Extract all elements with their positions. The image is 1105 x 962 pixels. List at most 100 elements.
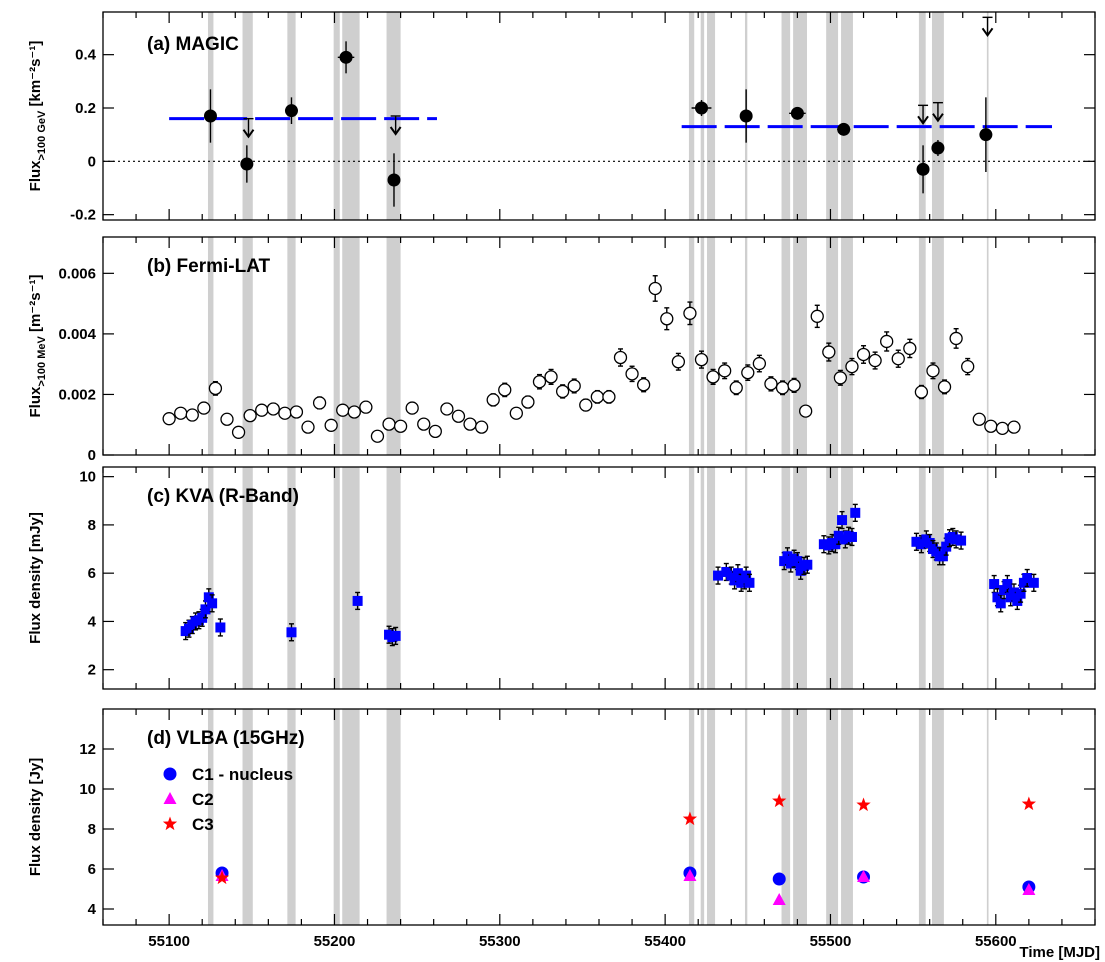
data-point	[833, 530, 844, 541]
data-point	[891, 352, 905, 366]
y-axis-label: Flux density [mJy]	[27, 512, 44, 644]
data-point	[729, 575, 740, 586]
y-tick-label: 8	[88, 517, 96, 534]
x-tick-label: 55300	[479, 933, 521, 950]
data-point	[830, 539, 841, 550]
data-point	[931, 141, 945, 155]
x-tick-label: 55600	[975, 933, 1017, 950]
observation-window-band	[931, 467, 944, 689]
observation-window-band	[931, 709, 944, 925]
data-point	[390, 630, 401, 641]
data-point	[284, 104, 298, 118]
x-axis-title: Time [MJD]	[1019, 944, 1100, 961]
y-tick-label: 0.006	[58, 265, 96, 282]
data-point	[845, 359, 859, 374]
data-point	[937, 380, 952, 394]
observation-window-band	[781, 467, 791, 689]
data-point	[790, 106, 804, 120]
data-point	[792, 556, 803, 567]
observation-window-band	[207, 709, 214, 925]
observation-window-band	[342, 237, 360, 455]
observation-window-band	[386, 467, 401, 689]
observation-window-band	[706, 709, 716, 925]
observation-window-band	[688, 237, 695, 455]
panel-title: (c) KVA (R-Band)	[147, 486, 299, 507]
data-point	[739, 109, 753, 123]
observation-window-band	[781, 709, 791, 925]
data-point	[602, 390, 616, 404]
upper-limit-arrow	[981, 27, 994, 38]
data-point	[498, 383, 512, 397]
data-point	[752, 356, 767, 371]
data-point	[837, 122, 851, 136]
data-point	[1021, 796, 1036, 811]
data-point	[956, 535, 967, 546]
legend-label: C1 - nucleus	[192, 765, 293, 784]
data-point	[729, 381, 743, 395]
x-tick-label: 55200	[314, 933, 356, 950]
data-point	[428, 424, 442, 439]
data-point	[846, 531, 857, 542]
legend-label: C2	[192, 790, 214, 809]
observation-window-band	[744, 709, 748, 925]
data-point	[636, 378, 651, 392]
data-point	[924, 538, 935, 549]
data-point	[382, 417, 396, 431]
data-point	[782, 551, 793, 562]
data-point	[694, 352, 709, 367]
data-point	[352, 595, 363, 606]
observation-window-band	[700, 709, 705, 925]
observation-window-band	[287, 237, 296, 455]
x-tick-label: 55500	[810, 933, 852, 950]
legend-marker	[163, 792, 177, 804]
data-point	[207, 598, 218, 609]
data-point	[1028, 577, 1039, 588]
observation-window-band	[744, 237, 748, 455]
upper-limit-arrow	[932, 113, 944, 123]
data-point	[671, 355, 686, 369]
data-point	[822, 345, 836, 359]
observation-window-band	[841, 709, 853, 925]
y-tick-label: 0.004	[58, 326, 96, 343]
data-point	[718, 364, 732, 378]
data-point	[1012, 595, 1023, 606]
observation-window-band	[706, 467, 716, 689]
panel-kva: 2 4 6 8 10 (c) KVA (R-Band) Flux density [mJy]	[27, 466, 1096, 690]
data-point	[949, 331, 963, 346]
data-point	[197, 401, 211, 415]
observation-window-band	[242, 467, 253, 689]
y-axis-label: Flux>100 GeV [km⁻²s⁻¹]	[27, 41, 48, 192]
data-point	[286, 627, 297, 638]
data-point	[474, 420, 489, 434]
data-point	[683, 306, 697, 320]
observation-window-band	[826, 237, 839, 455]
data-point	[880, 334, 894, 349]
panel-vlba: 55100 55200 55300 55400 55500 55600 4 6 8 10 12 (d)…	[27, 708, 1096, 950]
observation-window-band	[793, 709, 807, 925]
observation-window-band	[342, 709, 360, 925]
observation-window-band	[333, 467, 340, 689]
data-point	[992, 592, 1003, 603]
panel-title: (b) Fermi-LAT	[147, 256, 271, 277]
data-point	[312, 396, 327, 410]
observation-window-band	[342, 467, 360, 689]
observation-window-band	[931, 237, 944, 455]
data-point	[214, 870, 230, 885]
data-point	[772, 893, 786, 905]
data-point	[1022, 573, 1033, 583]
observation-window-band	[986, 467, 989, 689]
data-point	[486, 393, 500, 407]
observation-window-band	[287, 467, 296, 689]
data-point	[405, 401, 419, 415]
y-axis-label: Flux density [Jy]	[27, 758, 44, 876]
panel-fermi-lat: 0 0.002 0.004 0.006 (b) Fermi-LAT Flux>100 Me…	[27, 236, 1096, 464]
data-point	[1002, 579, 1013, 590]
data-point	[162, 412, 176, 426]
data-point	[732, 568, 743, 579]
data-point	[532, 375, 547, 389]
panel-title: (a) MAGIC	[147, 34, 239, 55]
data-point	[837, 515, 848, 526]
observation-window-band	[841, 467, 853, 689]
data-point	[590, 390, 604, 404]
